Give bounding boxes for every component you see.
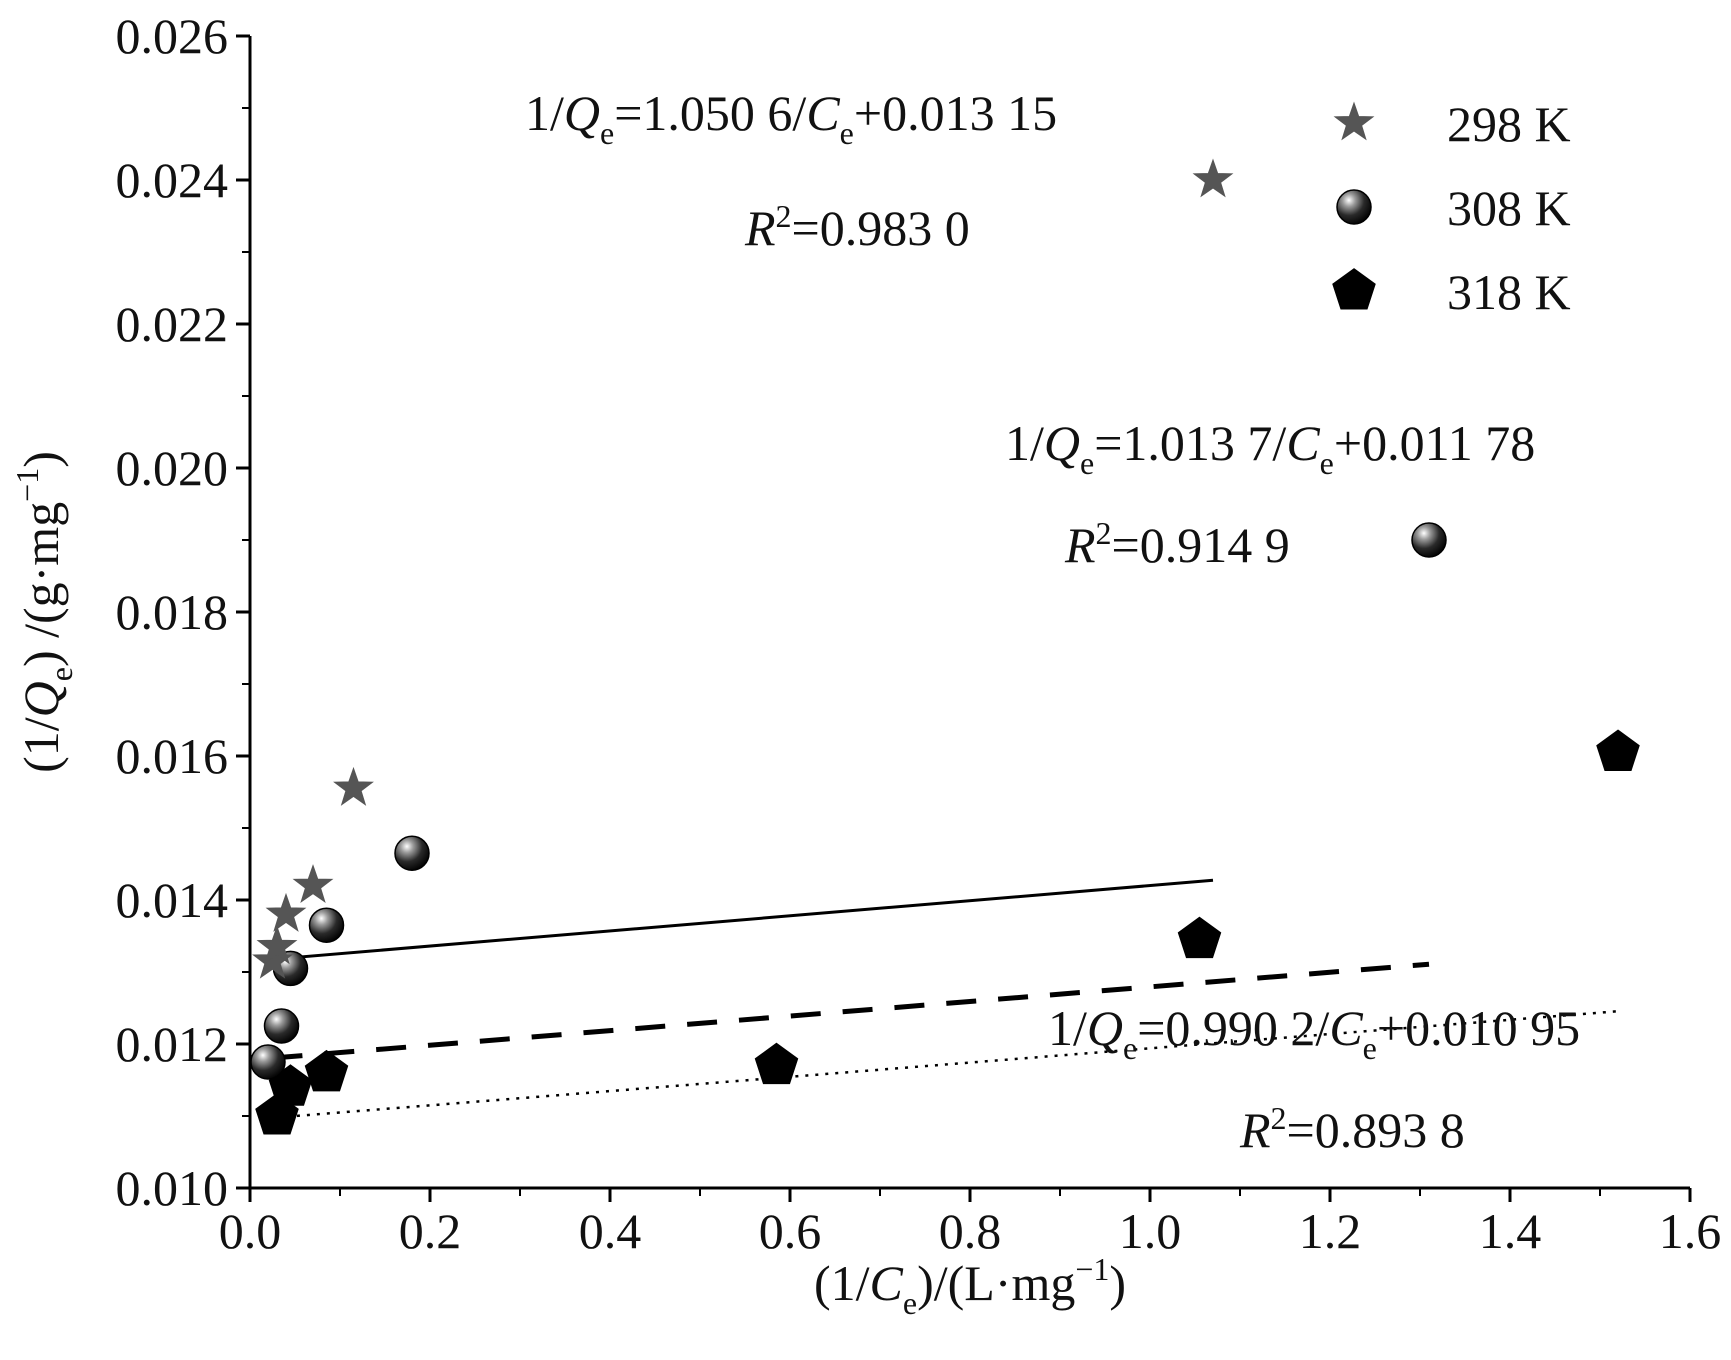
equation-308k: 1/Qe=1.013 7/Ce+0.011 78 — [1005, 415, 1535, 481]
data-point-308k — [263, 1008, 300, 1044]
fit-line-298k — [272, 878, 1214, 961]
fit-line-318k — [276, 1009, 1619, 1119]
data-point-298k — [333, 766, 374, 806]
legend-label-298k: 298 K — [1447, 96, 1571, 152]
x-tick-label: 0.8 — [939, 1203, 1002, 1259]
x-tick-label: 0.4 — [579, 1203, 642, 1259]
y-tick-label: 0.016 — [116, 728, 229, 784]
x-tick-label: 1.0 — [1119, 1203, 1182, 1259]
r2-308k: R2=0.914 9 — [1064, 515, 1290, 573]
fit-line-308k — [272, 961, 1430, 1061]
y-axis-title: (1/Qe) /(g·mg−1) — [9, 451, 79, 773]
legend-marker-308k — [1336, 189, 1372, 225]
data-point-298k — [256, 925, 298, 965]
data-point-308k — [250, 1044, 286, 1080]
y-tick-label: 0.018 — [116, 584, 229, 640]
y-tick-label: 0.026 — [116, 8, 229, 64]
r2-298k: R2=0.983 0 — [744, 198, 970, 256]
y-tick-label: 0.020 — [116, 440, 229, 496]
x-tick-label: 0.6 — [759, 1203, 822, 1259]
data-point-308k — [1411, 522, 1447, 558]
legend-label-318k: 318 K — [1447, 264, 1571, 320]
data-point-318k — [1177, 916, 1222, 959]
data-point-308k — [308, 907, 345, 943]
legend: 298 K 308 K 318 K — [1332, 96, 1571, 320]
y-tick-label: 0.024 — [116, 152, 229, 208]
legend-markers — [1332, 101, 1376, 310]
y-axis-ticks: 0.010 0.012 0.014 0.016 0.018 0.020 0.022 0.024… — [116, 8, 250, 1216]
data-point-318k — [304, 1049, 349, 1092]
data-point-298k — [292, 864, 334, 904]
y-tick-label: 0.014 — [116, 872, 229, 928]
data-point-308k — [394, 835, 430, 871]
legend-label-308k: 308 K — [1447, 180, 1571, 236]
data-point-298k — [1192, 158, 1234, 198]
data-point-318k — [1596, 729, 1640, 771]
fit-lines — [272, 878, 1619, 1119]
x-tick-label: 1.2 — [1299, 1203, 1362, 1259]
equation-298k: 1/Qe=1.050 6/Ce+0.013 15 — [525, 85, 1057, 151]
x-axis-title: (1/Ce)/(L·mg−1) — [814, 1251, 1126, 1321]
data-point-298k — [265, 892, 307, 932]
equation-318k: 1/Qe=0.990 2/Ce+0.010 95 — [1048, 1000, 1580, 1066]
legend-marker-318k — [1332, 268, 1376, 310]
x-tick-label: 1.4 — [1479, 1203, 1542, 1259]
data-point-318k — [754, 1042, 799, 1085]
y-tick-label: 0.010 — [116, 1160, 229, 1216]
x-tick-label: 0.0 — [219, 1203, 282, 1259]
legend-marker-298k — [1333, 101, 1375, 141]
r2-318k: R2=0.893 8 — [1239, 1100, 1465, 1158]
x-tick-label: 0.2 — [399, 1203, 462, 1259]
x-axis-ticks: 0.0 0.2 0.4 0.6 0.8 1.0 1.2 1.4 1.6 — [219, 1188, 1722, 1259]
x-tick-label: 1.6 — [1659, 1203, 1722, 1259]
y-tick-label: 0.022 — [116, 296, 229, 352]
y-tick-label: 0.012 — [116, 1016, 229, 1072]
data-markers — [250, 158, 1640, 1135]
